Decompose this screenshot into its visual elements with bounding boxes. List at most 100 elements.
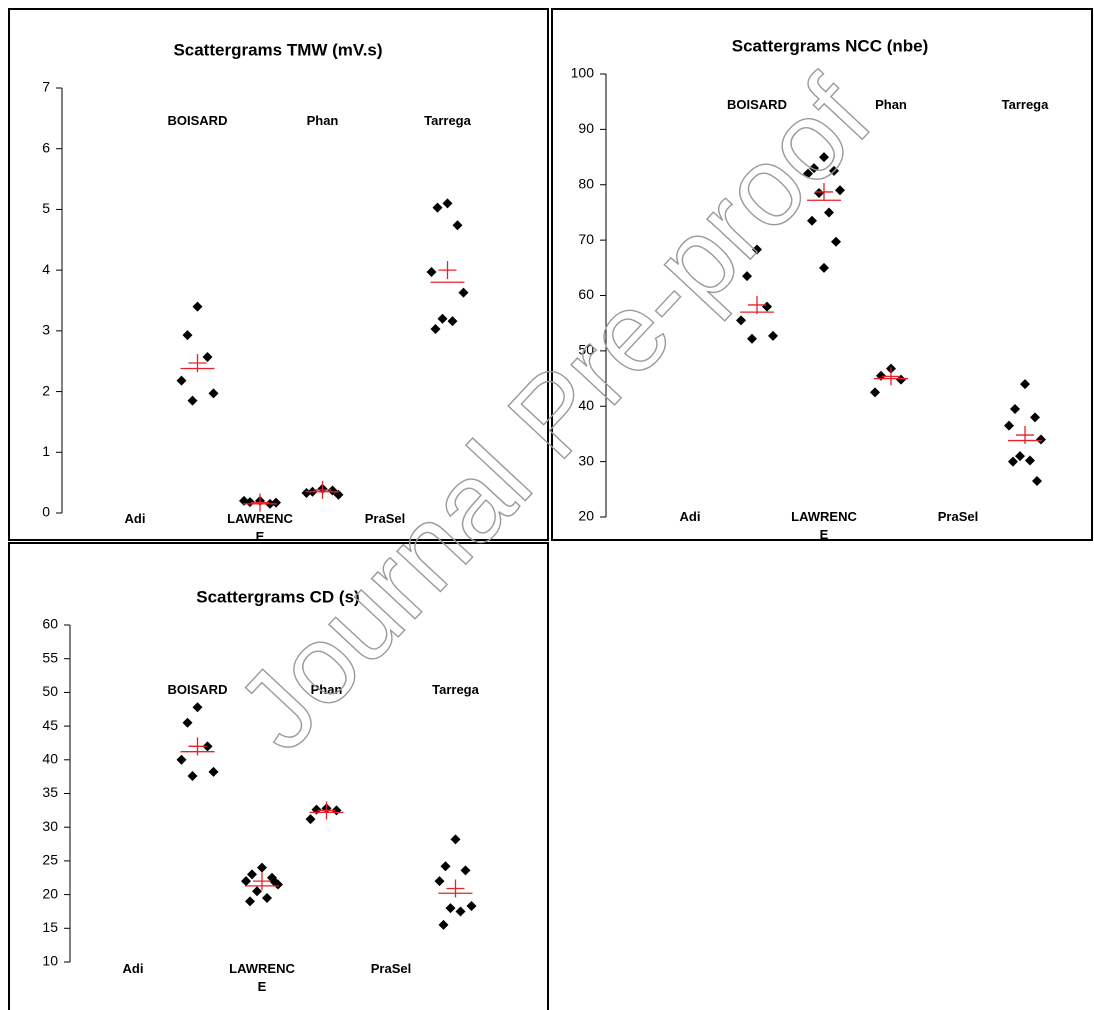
category-label-box: Adi: [125, 511, 146, 526]
data-point: [192, 702, 203, 713]
y-tick-label: 3: [42, 322, 50, 338]
data-point: [1015, 451, 1025, 462]
data-point: [1036, 434, 1046, 445]
data-point: [747, 333, 757, 344]
category-label-box: Phan: [307, 113, 339, 128]
data-point: [438, 919, 449, 930]
data-point: [736, 315, 746, 326]
y-tick-label: 60: [42, 616, 58, 632]
data-point: [208, 766, 219, 777]
category-label-box: Tarrega: [1002, 97, 1049, 112]
category-label-box: PraSel: [364, 511, 406, 526]
data-point: [1025, 455, 1035, 466]
y-tick-label: 20: [42, 885, 58, 901]
y-tick-label: 50: [42, 683, 58, 699]
category-label: Phan: [310, 682, 343, 697]
data-point: [257, 862, 267, 873]
chart-title: Scattergrams TMW (mV.s): [173, 40, 382, 59]
chart-title: Scattergrams CD (s): [196, 587, 359, 606]
data-point: [445, 903, 456, 914]
data-point: [1008, 456, 1018, 467]
y-tick-label: 0: [42, 504, 50, 520]
y-tick-label: 30: [42, 818, 58, 834]
y-tick-label: 70: [578, 231, 594, 247]
y-tick-label: 5: [42, 200, 50, 216]
data-point: [176, 754, 187, 765]
y-tick-label: 60: [578, 286, 594, 302]
data-point: [831, 236, 841, 247]
category-label: Tarrega: [424, 113, 471, 128]
category-label: Adi: [122, 961, 144, 976]
category-label-box: Tarrega: [424, 113, 471, 128]
data-point: [176, 375, 187, 386]
category-label: BOISARD: [727, 97, 787, 112]
category-label: PraSel: [937, 509, 979, 524]
data-point: [262, 892, 272, 903]
data-point: [271, 497, 281, 508]
mean-cross: [188, 354, 207, 373]
y-tick-label: 55: [42, 649, 58, 665]
data-point: [241, 876, 251, 887]
category-label: LAWRENCE: [229, 961, 295, 994]
category-label: LAWRENCE: [227, 511, 293, 544]
data-point: [434, 876, 445, 887]
y-tick-label: 1: [42, 443, 50, 459]
data-point: [768, 330, 778, 341]
data-point: [1004, 420, 1014, 431]
data-point: [752, 244, 762, 255]
data-point: [819, 262, 829, 273]
data-point: [450, 834, 461, 845]
mean-cross: [1016, 426, 1034, 445]
panel-frame: [551, 8, 1093, 541]
data-point: [807, 215, 817, 226]
y-tick-label: 30: [578, 452, 594, 468]
category-label: PraSel: [364, 511, 406, 526]
category-label: Tarrega: [432, 682, 479, 697]
y-tick-label: 40: [578, 397, 594, 413]
panel-frame: [8, 8, 549, 541]
data-point: [245, 896, 255, 907]
data-point: [305, 814, 316, 825]
y-tick-label: 7: [42, 79, 50, 95]
data-point: [762, 301, 772, 312]
mean-cross: [251, 493, 269, 512]
data-point: [742, 271, 752, 282]
data-point: [437, 313, 448, 324]
y-tick-label: 80: [578, 175, 594, 191]
data-point: [896, 374, 906, 385]
category-label: Phan: [875, 97, 907, 112]
data-point: [301, 487, 312, 498]
y-tick-label: 35: [42, 784, 58, 800]
mean-cross: [815, 182, 833, 201]
category-label: PraSel: [370, 961, 412, 976]
data-point: [452, 220, 463, 231]
y-tick-label: 2: [42, 382, 50, 398]
category-label-box: Phan: [875, 97, 907, 112]
watermark: Journal Pre-proof: [213, 54, 895, 773]
category-label-box: Phan: [310, 682, 343, 697]
panel-frame: [8, 542, 549, 1010]
data-point: [1032, 476, 1042, 487]
data-point: [870, 387, 880, 398]
y-tick-label: 25: [42, 852, 58, 868]
y-tick-label: 20: [578, 508, 594, 524]
data-point: [208, 388, 219, 399]
category-label-box: Adi: [122, 961, 144, 976]
data-point: [182, 330, 193, 341]
y-tick-label: 15: [42, 919, 58, 935]
mean-cross: [446, 879, 465, 898]
mean-cross: [748, 295, 766, 314]
data-point: [327, 485, 338, 496]
data-point: [182, 717, 193, 728]
mean-cross: [313, 480, 332, 499]
data-point: [455, 906, 466, 917]
data-point: [442, 198, 453, 209]
data-point: [835, 185, 845, 196]
mean-cross: [188, 737, 207, 756]
category-label-box: Tarrega: [432, 682, 479, 697]
mean-cross: [882, 367, 900, 386]
data-point: [1010, 404, 1020, 415]
y-tick-label: 6: [42, 139, 50, 155]
category-label-box: PraSel: [937, 509, 979, 524]
